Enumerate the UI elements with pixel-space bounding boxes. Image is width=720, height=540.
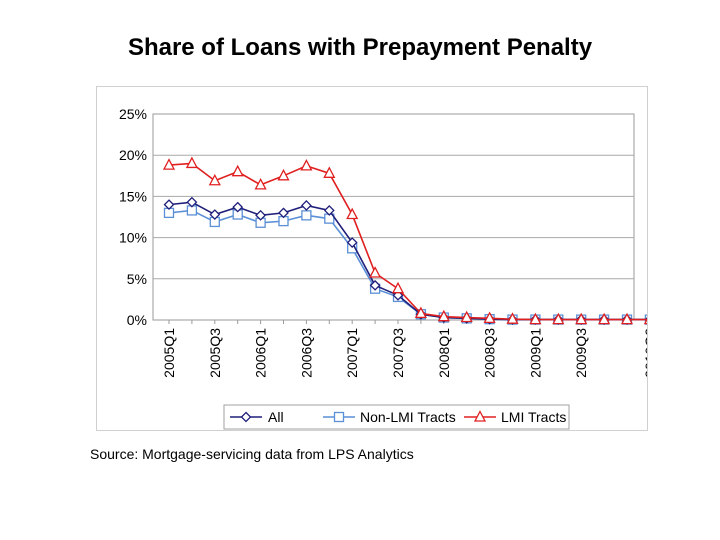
point-lmi-tracts xyxy=(208,173,221,186)
x-tick-label: 2008Q3 xyxy=(482,328,498,378)
point-non-lmi-tracts xyxy=(301,210,312,221)
legend-label-non-lmi-tracts: Non-LMI Tracts xyxy=(360,409,456,425)
point-lmi-tracts xyxy=(506,312,519,324)
y-tick-label: 5% xyxy=(127,271,147,287)
point-lmi-tracts xyxy=(300,159,313,171)
legend-label-all: All xyxy=(268,409,284,425)
x-tick-label: 2005Q1 xyxy=(161,328,177,378)
y-tick-label: 15% xyxy=(119,188,147,204)
point-lmi-tracts xyxy=(460,310,473,323)
point-lmi-tracts xyxy=(552,312,565,325)
point-all xyxy=(300,200,312,211)
point-all xyxy=(186,196,198,208)
x-tick-label: 2007Q3 xyxy=(390,328,406,378)
point-all xyxy=(346,237,358,248)
x-tick-label: 2007Q1 xyxy=(344,328,360,378)
point-lmi-tracts xyxy=(323,166,336,178)
point-lmi-tracts xyxy=(620,312,634,325)
x-tick-label: 2009Q3 xyxy=(573,328,589,378)
point-lmi-tracts xyxy=(162,158,176,170)
point-lmi-tracts xyxy=(185,156,198,169)
legend-marker-non-lmi-tracts xyxy=(333,411,345,423)
point-lmi-tracts xyxy=(483,311,496,324)
y-tick-label: 0% xyxy=(127,312,147,328)
legend-marker-lmi-tracts xyxy=(473,410,487,422)
point-lmi-tracts xyxy=(437,309,450,322)
point-lmi-tracts xyxy=(369,266,382,278)
source-note: Source: Mortgage-servicing data from LPS… xyxy=(90,446,414,462)
point-lmi-tracts xyxy=(598,312,611,325)
y-tick-label: 25% xyxy=(119,106,147,122)
legend-label-lmi-tracts: LMI Tracts xyxy=(501,409,566,425)
point-all xyxy=(255,209,267,221)
point-lmi-tracts xyxy=(277,168,290,181)
point-lmi-tracts xyxy=(529,312,542,325)
x-tick-label: 2006Q1 xyxy=(253,328,269,378)
point-all xyxy=(209,209,221,220)
chart-frame: 0% 5% 10% 15% 20% 25% 2005Q1 2005Q3 2006Q1 2006Q3… xyxy=(96,86,648,431)
series-line-lmi-tracts xyxy=(168,162,647,321)
x-tick-label: 2010Q2 xyxy=(642,328,647,378)
chart-svg: 0% 5% 10% 15% 20% 25% 2005Q1 2005Q3 2006Q1 2006Q3… xyxy=(119,106,647,430)
x-tick-label: 2008Q1 xyxy=(436,328,452,378)
legend-marker-all xyxy=(240,411,252,423)
point-all xyxy=(323,204,335,216)
point-lmi-tracts xyxy=(414,306,427,319)
x-tick-label: 2009Q1 xyxy=(527,328,543,378)
plot-area xyxy=(152,113,635,321)
y-tick-label: 10% xyxy=(119,230,147,246)
slide-title: Share of Loans with Prepayment Penalty xyxy=(127,34,593,61)
point-lmi-tracts xyxy=(254,177,267,190)
point-lmi-tracts xyxy=(346,207,359,220)
point-all xyxy=(163,199,175,211)
point-lmi-tracts xyxy=(575,312,588,325)
point-all xyxy=(369,279,381,291)
point-lmi-tracts xyxy=(231,164,244,177)
y-tick-label: 20% xyxy=(119,147,147,163)
point-all xyxy=(278,207,289,219)
x-tick-label: 2006Q3 xyxy=(298,328,314,378)
x-tick-label: 2005Q3 xyxy=(207,328,223,378)
point-lmi-tracts xyxy=(643,318,647,325)
point-lmi-tracts xyxy=(391,281,405,294)
point-all xyxy=(232,201,244,213)
legend xyxy=(223,404,570,430)
